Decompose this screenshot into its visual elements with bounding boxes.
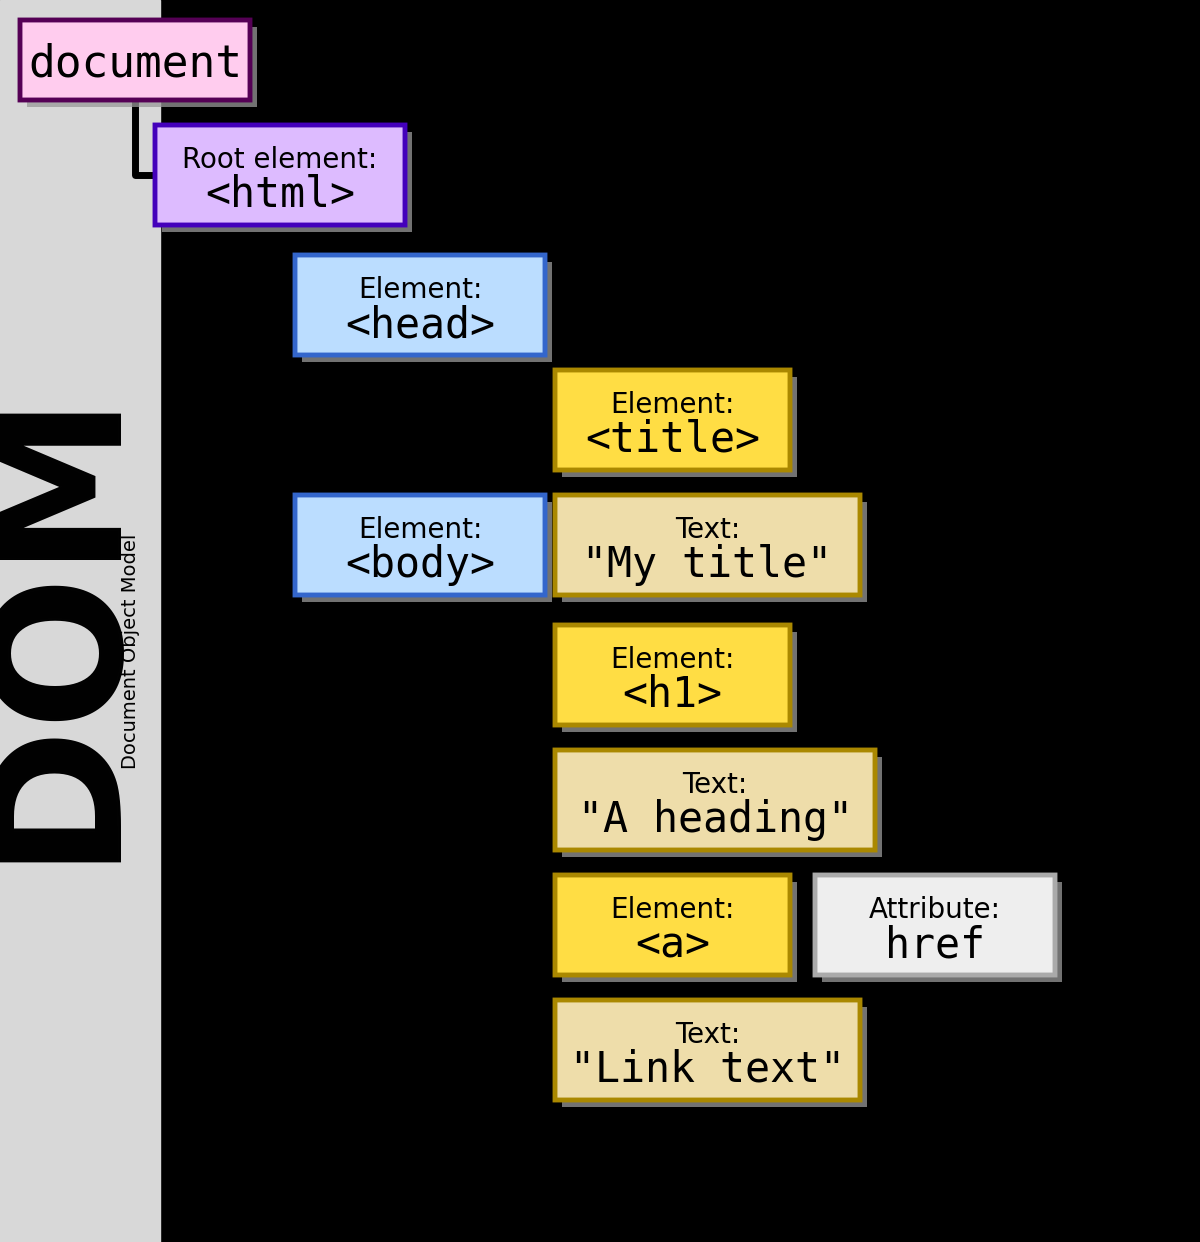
FancyBboxPatch shape <box>554 625 790 725</box>
FancyBboxPatch shape <box>554 750 875 850</box>
Text: DOM: DOM <box>0 380 143 862</box>
FancyBboxPatch shape <box>0 0 160 1242</box>
FancyBboxPatch shape <box>554 370 790 469</box>
FancyBboxPatch shape <box>295 255 545 355</box>
FancyBboxPatch shape <box>562 378 797 477</box>
Text: <body>: <body> <box>346 544 496 586</box>
FancyBboxPatch shape <box>295 496 545 595</box>
FancyBboxPatch shape <box>562 502 866 602</box>
FancyBboxPatch shape <box>554 876 790 975</box>
FancyBboxPatch shape <box>20 20 250 101</box>
Text: Element:: Element: <box>358 276 482 304</box>
Text: href: href <box>886 924 985 966</box>
FancyBboxPatch shape <box>302 502 552 602</box>
FancyBboxPatch shape <box>815 876 1055 975</box>
FancyBboxPatch shape <box>562 882 797 982</box>
FancyBboxPatch shape <box>822 882 1062 982</box>
FancyBboxPatch shape <box>562 632 797 732</box>
Text: "A heading": "A heading" <box>577 799 852 841</box>
Text: Text:: Text: <box>674 1021 740 1049</box>
FancyBboxPatch shape <box>302 262 552 361</box>
Text: Element:: Element: <box>611 646 734 674</box>
Text: Element:: Element: <box>358 515 482 544</box>
Text: <a>: <a> <box>635 924 710 966</box>
Text: Text:: Text: <box>674 515 740 544</box>
FancyBboxPatch shape <box>562 1007 866 1107</box>
Text: Attribute:: Attribute: <box>869 895 1001 924</box>
Text: <head>: <head> <box>346 304 496 347</box>
Text: <title>: <title> <box>586 419 760 461</box>
FancyBboxPatch shape <box>28 27 257 107</box>
FancyBboxPatch shape <box>155 125 406 225</box>
FancyBboxPatch shape <box>554 496 860 595</box>
Text: <h1>: <h1> <box>623 674 722 715</box>
FancyBboxPatch shape <box>562 758 882 857</box>
Text: Root element:: Root element: <box>182 147 378 174</box>
Text: Text:: Text: <box>683 771 748 799</box>
Text: <html>: <html> <box>205 174 355 216</box>
Text: "Link text": "Link text" <box>570 1049 845 1090</box>
Text: Element:: Element: <box>611 391 734 419</box>
FancyBboxPatch shape <box>162 132 412 232</box>
Text: Element:: Element: <box>611 895 734 924</box>
Text: "My title": "My title" <box>582 544 833 586</box>
Text: document: document <box>28 42 242 86</box>
Text: Document Object Model: Document Object Model <box>120 533 139 769</box>
FancyBboxPatch shape <box>554 1000 860 1100</box>
